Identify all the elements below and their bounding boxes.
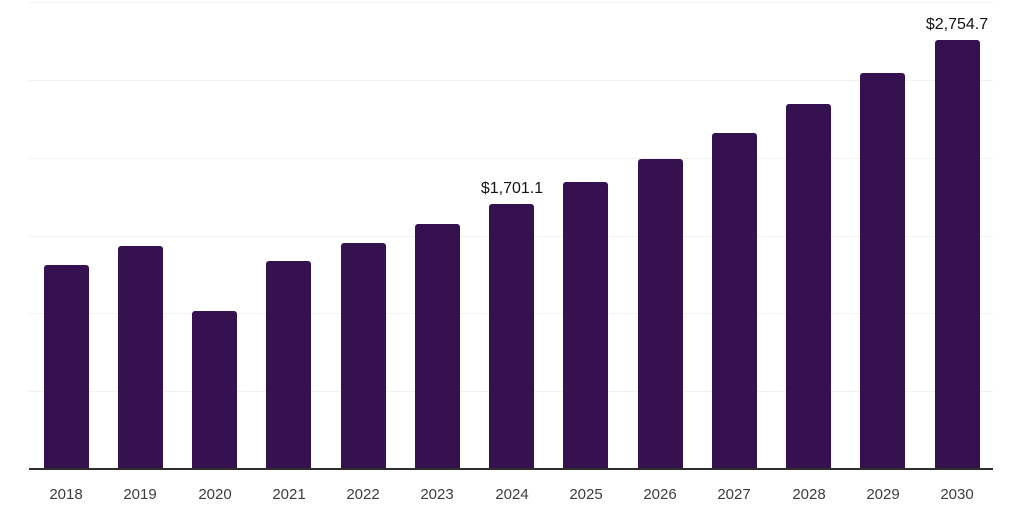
x-tick-label-2029: 2029 [866,486,900,503]
x-tick-label-2026: 2026 [643,486,677,503]
x-tick-label-2027: 2027 [717,486,751,503]
x-tick-label-2030: 2030 [940,486,974,503]
x-tick-label-2024: 2024 [495,486,529,503]
bar-2019 [118,246,163,469]
gridline-2000 [29,158,993,159]
x-axis-baseline [29,468,993,470]
bar-2029 [860,73,905,469]
x-tick-label-2028: 2028 [792,486,826,503]
gridline-3000 [29,2,993,3]
x-tick-label-2021: 2021 [272,486,306,503]
bar-2028 [786,104,831,469]
bar-2021 [266,261,311,469]
bar-2020 [192,311,237,469]
bar-2018 [44,265,89,469]
bar-2025 [563,182,608,469]
bar-value-label-2030: $2,754.7 [925,16,989,33]
bar-2024 [489,204,534,469]
x-tick-label-2023: 2023 [420,486,454,503]
bar-2030 [935,40,980,469]
gridline-2500 [29,80,993,81]
bar-2027 [712,133,757,469]
bar-value-label-2024: $1,701.1 [480,180,544,197]
x-tick-label-2020: 2020 [198,486,232,503]
bar-2022 [341,243,386,469]
bar-2026 [638,159,683,469]
bar-2023 [415,224,460,469]
x-tick-label-2025: 2025 [569,486,603,503]
x-tick-label-2018: 2018 [49,486,83,503]
x-tick-label-2019: 2019 [123,486,157,503]
x-tick-label-2022: 2022 [346,486,380,503]
